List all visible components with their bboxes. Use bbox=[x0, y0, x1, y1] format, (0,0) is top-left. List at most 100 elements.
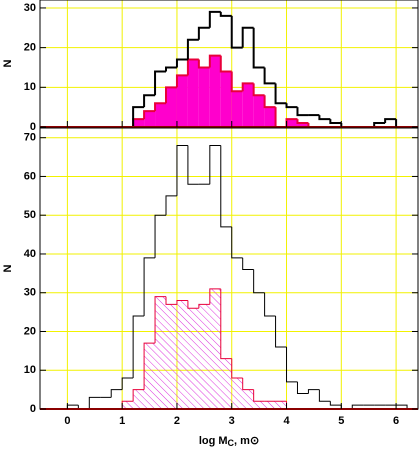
histogram-step bbox=[187, 300, 199, 309]
histogram-step bbox=[395, 119, 408, 128]
histogram-step bbox=[241, 26, 254, 48]
histogram-step bbox=[187, 145, 199, 185]
x-tick-label: 1 bbox=[119, 415, 125, 427]
histogram-step bbox=[220, 145, 232, 228]
histogram-bar bbox=[242, 389, 254, 409]
histogram-step bbox=[252, 27, 265, 69]
histogram-step bbox=[373, 122, 386, 127]
histogram-step bbox=[208, 54, 221, 68]
histogram-bar bbox=[155, 103, 166, 127]
histogram-bar bbox=[253, 95, 265, 127]
histogram-step bbox=[275, 315, 287, 348]
histogram-bar bbox=[264, 107, 276, 127]
histogram-step bbox=[285, 103, 298, 109]
histogram-step bbox=[318, 389, 331, 402]
histogram-step bbox=[242, 257, 254, 270]
histogram-bar bbox=[253, 401, 265, 409]
y-tick-label: 30 bbox=[24, 2, 36, 14]
histogram-bar bbox=[133, 119, 145, 127]
x-tick-label: 4 bbox=[283, 415, 290, 427]
histogram-bar bbox=[166, 304, 177, 409]
histogram-step bbox=[208, 10, 221, 28]
histogram-bar bbox=[176, 75, 188, 127]
histogram-bar bbox=[187, 59, 199, 127]
histogram-bar bbox=[198, 67, 210, 127]
x-axis-label: log MC, m⊙ bbox=[199, 435, 259, 448]
histogram-step bbox=[307, 389, 320, 394]
histogram-step bbox=[252, 83, 265, 97]
y-tick-label: 0 bbox=[30, 121, 36, 133]
histogram-step bbox=[176, 299, 188, 305]
histogram-bar bbox=[220, 71, 232, 127]
histogram-step bbox=[230, 71, 243, 93]
histogram-step bbox=[219, 55, 232, 73]
y-tick-label: 30 bbox=[24, 287, 36, 299]
y-tick-label: 20 bbox=[24, 325, 36, 337]
histogram-bar bbox=[144, 111, 156, 127]
histogram-step bbox=[296, 107, 309, 117]
histogram-step bbox=[286, 401, 298, 410]
histogram-step bbox=[121, 377, 134, 390]
histogram-step bbox=[165, 296, 177, 305]
histogram-step bbox=[274, 107, 287, 128]
histogram-step bbox=[296, 381, 309, 394]
histogram-step bbox=[165, 86, 177, 104]
histogram-step bbox=[165, 195, 177, 216]
histogram-step bbox=[143, 94, 156, 108]
histogram-step bbox=[253, 389, 265, 402]
panel: 0 10 20 30 N bbox=[2, 0, 419, 133]
x-tick-label: 2 bbox=[174, 415, 180, 427]
histogram-step bbox=[396, 404, 408, 409]
histogram-step bbox=[132, 315, 145, 378]
y-tick-label: 70 bbox=[24, 132, 36, 144]
histogram-step bbox=[230, 15, 243, 49]
histogram-step bbox=[143, 257, 156, 316]
histogram-step bbox=[143, 110, 156, 120]
histogram-step bbox=[263, 67, 276, 85]
histogram-step bbox=[329, 401, 342, 406]
histogram-step bbox=[154, 102, 166, 112]
histogram-bar bbox=[275, 401, 287, 409]
histogram-step bbox=[329, 119, 342, 125]
histogram-step bbox=[219, 11, 232, 17]
y-tick-label: 50 bbox=[24, 209, 36, 221]
y-axis-label: N bbox=[2, 264, 14, 272]
histogram-step bbox=[209, 144, 221, 185]
histogram-step bbox=[296, 119, 309, 125]
y-tick-label: 40 bbox=[24, 248, 36, 260]
histogram-step bbox=[143, 342, 156, 390]
y-tick-label: 10 bbox=[24, 81, 36, 93]
histogram-step bbox=[198, 303, 210, 309]
histogram-step bbox=[197, 26, 210, 40]
histogram-bar bbox=[198, 304, 210, 409]
histogram-step bbox=[132, 389, 145, 402]
histogram-step bbox=[154, 70, 166, 96]
histogram-bar bbox=[297, 123, 309, 127]
x-axis-label-unit: , m⊙ bbox=[234, 435, 259, 447]
histogram-step bbox=[384, 118, 397, 124]
histogram-step bbox=[110, 389, 123, 398]
histogram-bar bbox=[220, 358, 232, 409]
histogram-step bbox=[88, 396, 101, 409]
histogram-step bbox=[242, 377, 254, 391]
histogram-step bbox=[154, 296, 166, 344]
histogram-bar bbox=[166, 87, 177, 127]
histogram-bar bbox=[264, 401, 276, 409]
histogram-bar bbox=[133, 389, 145, 409]
x-tick-label: 3 bbox=[229, 415, 235, 427]
histogram-step bbox=[220, 288, 232, 360]
histogram-step bbox=[286, 346, 298, 383]
y-tick-label: 20 bbox=[24, 42, 36, 54]
histogram-bar bbox=[209, 288, 221, 409]
histogram-bar bbox=[122, 401, 134, 409]
histogram-bar bbox=[286, 119, 298, 127]
histogram-bar bbox=[155, 296, 166, 409]
histogram-bar bbox=[242, 83, 254, 127]
x-tick-label: 0 bbox=[64, 415, 70, 427]
histogram-bar bbox=[144, 343, 156, 409]
x-axis-label-main: log M bbox=[199, 435, 228, 447]
histogram-step bbox=[274, 83, 287, 105]
